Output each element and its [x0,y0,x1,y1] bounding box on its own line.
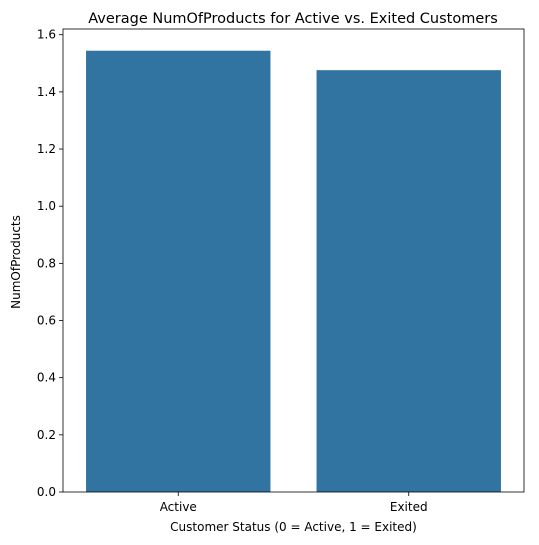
y-axis-label: NumOfProducts [9,215,23,309]
chart-title: Average NumOfProducts for Active vs. Exi… [88,11,498,27]
y-tick-label: 0.6 [37,314,56,328]
y-tick-label: 1.6 [37,28,56,42]
y-tick-label: 0.4 [37,371,56,385]
y-tick-label: 1.2 [37,142,56,156]
y-tick-label: 1.4 [37,85,56,99]
plot-area: Active Exited 0.0 0.2 0.4 0.6 0.8 1.0 1.2 1.4 1.6 [37,28,525,514]
x-tick-label: Exited [390,500,428,514]
bar-active [86,50,271,493]
x-axis-label: Customer Status (0 = Active, 1 = Exited) [170,520,417,534]
bar-exited [316,70,501,493]
y-tick-label: 1.0 [37,199,56,213]
y-tick-label: 0.2 [37,428,56,442]
x-tick-label: Active [160,500,197,514]
y-tick-label: 0.8 [37,256,56,270]
y-tick-label: 0.0 [37,485,56,499]
axes-frame [62,28,525,493]
